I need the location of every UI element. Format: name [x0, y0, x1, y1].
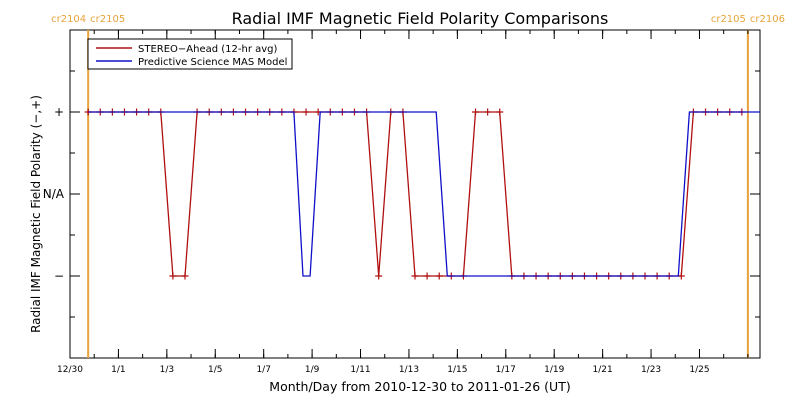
data-point-marker [435, 272, 443, 280]
x-tick-label: 1/23 [641, 365, 661, 375]
carrington-label-left: cr2104 [51, 14, 86, 25]
legend: STEREO−Ahead (12-hr avg) Predictive Scie… [87, 38, 293, 70]
y-tick-label: − [54, 269, 64, 283]
y-tick-label: N/A [43, 187, 65, 201]
x-axis-label: Month/Day from 2010-12-30 to 2011-01-26 … [269, 379, 570, 394]
series-line-mas-model [88, 111, 760, 277]
x-tick-label: 1/21 [593, 365, 613, 375]
data-point-marker [472, 108, 480, 116]
chart-title: Radial IMF Magnetic Field Polarity Compa… [232, 9, 609, 28]
carrington-label-right: cr2105 [90, 14, 125, 25]
y-axis-label: Radial IMF Magnetic Field Polarity (−,+) [29, 95, 43, 333]
x-tick-label: 1/17 [496, 365, 516, 375]
carrington-label-right: cr2106 [750, 14, 785, 25]
data-point-marker [169, 272, 177, 280]
y-axis-ticks: + N/A − [43, 70, 760, 318]
data-point-marker [302, 108, 310, 116]
data-point-marker [181, 272, 189, 280]
x-tick-label: 12/30 [57, 365, 83, 375]
data-point-marker [677, 272, 685, 280]
x-axis-ticks: 12/30 1/1 1/3 1/5 1/7 1/9 1/11 1/13 1/15 1/17 1/19… [57, 30, 749, 375]
x-tick-label: 1/13 [399, 365, 419, 375]
data-point-marker [496, 108, 504, 116]
x-tick-label: 1/7 [256, 365, 270, 375]
x-tick-label: 1/1 [111, 365, 125, 375]
x-tick-label: 1/25 [689, 365, 709, 375]
data-point-marker [411, 272, 419, 280]
x-tick-label: 1/15 [447, 365, 467, 375]
y-tick-label: + [54, 105, 64, 119]
x-tick-label: 1/19 [544, 365, 564, 375]
carrington-label-left: cr2105 [711, 14, 746, 25]
x-tick-label: 1/9 [305, 365, 320, 375]
x-tick-label: 1/11 [350, 365, 370, 375]
series-layer [84, 108, 760, 280]
legend-label-stereo: STEREO−Ahead (12-hr avg) [138, 44, 278, 55]
x-tick-label: 1/5 [208, 365, 222, 375]
x-tick-label: 1/3 [160, 365, 174, 375]
data-point-marker [484, 108, 492, 116]
data-point-marker [423, 272, 431, 280]
carrington-markers: cr2104 cr2105 cr2105 cr2106 [51, 14, 785, 358]
data-point-marker [375, 272, 383, 280]
legend-box [87, 38, 293, 70]
legend-label-mas: Predictive Science MAS Model [138, 57, 287, 68]
